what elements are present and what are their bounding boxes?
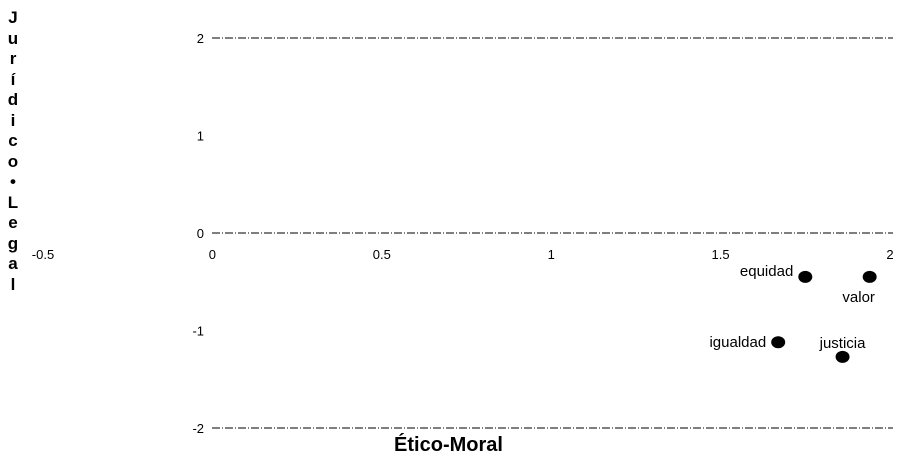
x-tick-label: 1 [548,247,555,262]
y-axis-label-letter: • [10,172,16,191]
y-axis-label-letter: a [8,254,18,273]
y-tick-labels: 2 1 0 -1 -2 [192,31,204,436]
y-axis-label-letter: d [7,90,19,109]
y-tick-label: -2 [192,421,204,436]
y-axis-label-letter: g [7,233,19,253]
x-tick-label: 0 [209,247,216,262]
gridlines [212,37,893,429]
data-label: equidad [740,263,793,280]
y-axis-label-letter: r [9,49,17,68]
data-label: valor [842,289,875,306]
y-axis-label-letter: l [10,274,16,294]
y-tick-label: 2 [197,31,204,46]
y-tick-label: 0 [197,226,204,241]
x-tick-label: 1.5 [712,247,730,262]
data-labels: equidad valor igualdad justicia [709,263,874,352]
data-label: igualdad [709,334,766,351]
data-point [771,336,786,349]
y-axis-label-letter: i [10,110,16,130]
data-points [771,270,877,363]
data-label: justicia [819,335,867,352]
y-tick-label: 1 [197,129,204,144]
data-point [798,270,813,283]
y-axis-label-letter: J [8,8,18,27]
data-point [835,350,850,363]
x-tick-label: -0.5 [32,247,54,262]
x-tick-label: 0.5 [373,247,391,262]
y-axis-label-letter: o [7,151,19,171]
y-axis-label-letter: L [7,192,19,212]
y-tick-label: -1 [192,324,204,339]
x-axis-label: Ético-Moral [394,434,503,456]
x-tick-labels: -0.5 0 0.5 1 1.5 2 [32,247,894,262]
x-tick-label: 2 [886,247,893,262]
y-axis-label-letter: e [8,213,18,232]
data-point [862,270,877,283]
y-axis-label-letter: c [8,131,18,150]
y-axis-label-letter: u [7,28,19,48]
y-axis-label-letter: í [10,69,16,89]
